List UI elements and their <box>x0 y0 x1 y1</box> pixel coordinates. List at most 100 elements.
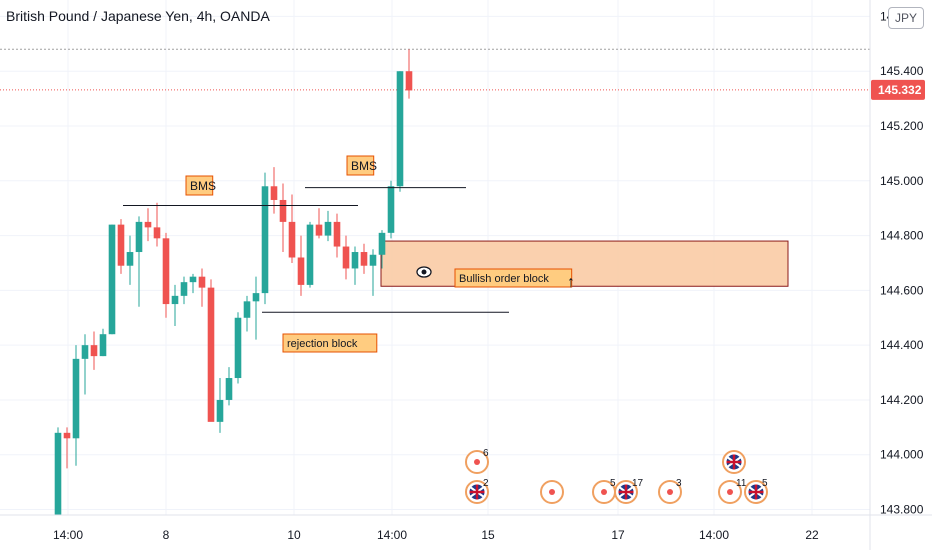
uk-flag-icon[interactable] <box>722 450 746 474</box>
currency-tag[interactable]: JPY <box>888 7 924 29</box>
candle-body <box>153 227 161 239</box>
candle[interactable] <box>216 378 224 433</box>
event-dot <box>667 489 673 495</box>
bullish-order-block-label[interactable]: Bullish order block <box>454 268 573 288</box>
uk-flag-icon[interactable]: 17 <box>614 478 644 504</box>
candle[interactable] <box>72 345 80 466</box>
up-arrow-icon: ↑ <box>567 274 575 291</box>
candle[interactable] <box>261 172 269 305</box>
rejection-block-label-text: rejection block <box>287 338 358 350</box>
uk-flag-icon[interactable]: 5 <box>744 478 768 504</box>
candle-body <box>279 199 287 222</box>
candle[interactable] <box>279 183 287 253</box>
calendar-event-icon[interactable]: 6 <box>465 448 489 474</box>
order-block-zone[interactable] <box>380 240 789 287</box>
calendar-event-icon[interactable]: 3 <box>658 478 682 504</box>
event-count: 6 <box>483 448 489 459</box>
candle-body <box>351 252 359 269</box>
price-axis[interactable]: 145.600145.400145.200145.000144.800144.6… <box>869 0 925 550</box>
candle[interactable] <box>315 208 323 239</box>
candle[interactable] <box>198 268 206 307</box>
eye-icon[interactable] <box>416 266 432 278</box>
candle[interactable] <box>387 180 395 239</box>
calendar-event-icon[interactable] <box>540 480 564 504</box>
last-price-badge[interactable] <box>871 79 925 100</box>
candle[interactable] <box>252 276 260 340</box>
calendar-event-icon[interactable]: 5 <box>592 478 616 504</box>
time-tick-label: 17 <box>611 528 625 542</box>
candle[interactable] <box>180 276 188 305</box>
candle[interactable] <box>378 230 386 269</box>
candle[interactable] <box>351 246 359 285</box>
candle[interactable] <box>396 71 404 192</box>
candle[interactable] <box>90 331 98 370</box>
price-tick-label: 144.000 <box>880 448 924 462</box>
price-tick-label: 144.600 <box>880 283 924 297</box>
candle[interactable] <box>171 284 179 326</box>
candle-body <box>378 232 386 255</box>
candle[interactable] <box>243 295 251 332</box>
time-axis[interactable]: 14:00 8 10 14:00 15 17 14:00 22 <box>0 514 932 542</box>
candle[interactable] <box>270 167 278 214</box>
candle[interactable] <box>360 243 368 274</box>
event-count: 2 <box>483 478 489 489</box>
time-tick-label: 22 <box>805 528 819 542</box>
candle[interactable] <box>225 367 233 406</box>
candle[interactable] <box>189 273 197 294</box>
candle-body <box>387 186 395 233</box>
candle[interactable] <box>162 232 170 318</box>
bms-label-2[interactable]: BMS <box>346 155 377 176</box>
candle[interactable] <box>108 224 116 335</box>
candle-body <box>333 221 341 247</box>
bms-label-1-text: BMS <box>190 179 216 193</box>
bullish-order-block-label-text: Bullish order block <box>459 273 549 285</box>
candle-body <box>54 432 62 515</box>
candle[interactable] <box>81 334 89 395</box>
price-tick-label: 145.000 <box>880 174 924 188</box>
bms-label-1[interactable]: BMS <box>185 175 216 196</box>
rejection-block-label[interactable]: rejection block <box>282 333 378 353</box>
candle-body <box>63 432 71 439</box>
candle[interactable] <box>135 216 143 307</box>
last-price-label: 145.332 <box>878 83 922 97</box>
candle[interactable] <box>234 312 242 384</box>
rejection-block-label-box <box>282 333 378 353</box>
candle[interactable] <box>207 279 215 422</box>
annotations[interactable]: BMS BMS rejection block Bullish order block… <box>123 155 575 353</box>
candle[interactable] <box>126 235 134 285</box>
candle-body <box>270 186 278 200</box>
candle[interactable] <box>324 210 332 242</box>
candle[interactable] <box>153 202 161 247</box>
candle[interactable] <box>342 235 350 280</box>
candle[interactable] <box>144 208 152 242</box>
time-tick-label: 10 <box>287 528 301 542</box>
candle-body <box>180 282 188 296</box>
candle[interactable] <box>54 427 62 515</box>
bullish-order-block-label-box <box>454 268 573 288</box>
event-markers[interactable]: 6 2 5 17 3 11 5 <box>465 448 768 504</box>
chart-title: British Pound / Japanese Yen, 4h, OANDA <box>6 8 270 24</box>
candle-body <box>72 358 80 439</box>
candle-body <box>243 301 251 318</box>
candle-body <box>396 71 404 187</box>
uk-flag-icon[interactable]: 2 <box>465 478 489 504</box>
event-count: 3 <box>676 478 682 489</box>
candle[interactable] <box>333 213 341 258</box>
candle[interactable] <box>99 328 107 357</box>
candle[interactable] <box>405 49 413 99</box>
candle-body <box>360 252 368 266</box>
candle[interactable] <box>369 249 377 296</box>
event-dot <box>549 489 555 495</box>
candle[interactable] <box>306 221 314 288</box>
candle[interactable] <box>297 235 305 296</box>
price-tick-label: 145.200 <box>880 119 924 133</box>
candle[interactable] <box>117 219 125 274</box>
event-dot <box>601 489 607 495</box>
bullish-order-block-zone[interactable] <box>380 240 789 287</box>
candle[interactable] <box>63 427 71 469</box>
candles[interactable] <box>54 49 413 515</box>
event-count: 11 <box>736 478 747 489</box>
calendar-event-icon[interactable]: 11 <box>718 478 747 504</box>
